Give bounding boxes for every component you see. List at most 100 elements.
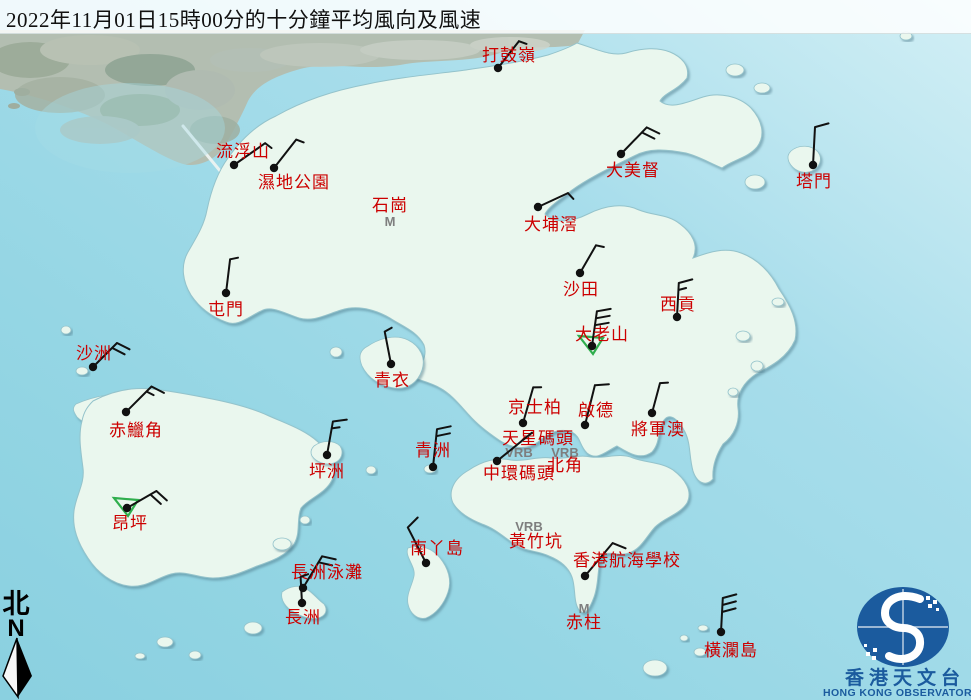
compass-north-chinese: 北 xyxy=(3,589,30,619)
station-dot xyxy=(421,558,431,568)
station-label-wong-chuk-hang: 黃竹坑 xyxy=(509,532,563,551)
station-dot xyxy=(322,450,332,460)
station-tai-po-kau: 大埔滘 xyxy=(524,192,577,234)
wind-barb xyxy=(620,126,661,155)
deep-bay-water xyxy=(35,83,225,173)
waglan-islet xyxy=(697,624,709,632)
station-label-tap-mun: 塔門 xyxy=(796,172,832,191)
station-dot xyxy=(269,163,279,173)
station-tsing-yi: 青衣 xyxy=(374,326,410,390)
deep-bay-islet xyxy=(14,88,30,96)
station-tates-cairn: 大老山 xyxy=(575,307,629,356)
station-dot xyxy=(647,408,657,418)
wind-barb xyxy=(496,431,533,462)
station-lamma-island: 南丫島 xyxy=(406,516,464,568)
station-sha-tin: 沙田 xyxy=(563,244,605,299)
ma-wan-island xyxy=(329,346,343,358)
station-label-wetland-park: 濕地公園 xyxy=(258,173,330,192)
hko-logo-dither xyxy=(864,596,939,660)
station-dot xyxy=(580,420,590,430)
station-stanley: M赤柱 xyxy=(566,601,601,632)
station-label-peng-chau: 坪洲 xyxy=(309,462,345,481)
station-waglan-island: 橫瀾島 xyxy=(704,593,758,660)
sha-chau-island xyxy=(75,366,89,376)
compass-north-letter: N xyxy=(7,615,24,642)
wind-barb xyxy=(126,490,168,509)
station-dot xyxy=(428,462,438,472)
shenzhen-bay-bridge xyxy=(181,124,223,174)
station-dot xyxy=(88,362,98,372)
wind-barb xyxy=(537,192,575,208)
station-indicator-wong-chuk-hang: VRB xyxy=(515,519,542,534)
station-dot xyxy=(122,503,132,513)
station-dot xyxy=(575,268,585,278)
station-dot xyxy=(533,202,543,212)
station-label-tsing-yi: 青衣 xyxy=(374,371,410,390)
wind-barb xyxy=(812,122,830,166)
station-hk-sea-school: 香港航海學校 xyxy=(573,542,681,581)
shenzhen-urban-area xyxy=(0,30,585,174)
title-bar: 2022年11月01日15時00分的十分鐘平均風向及風速 xyxy=(0,0,971,34)
station-label-kings-park: 京士柏 xyxy=(508,398,562,417)
station-label-sai-kung: 西貢 xyxy=(660,295,696,314)
station-indicator-stanley: M xyxy=(579,601,590,616)
islet xyxy=(693,647,707,657)
lantau-island xyxy=(73,388,335,587)
wind-barb xyxy=(125,385,165,413)
station-label-chek-lap-kok: 赤鱲角 xyxy=(109,421,163,440)
station-label-shek-kong: 石崗 xyxy=(372,196,408,215)
station-label-tuen-mun: 屯門 xyxy=(208,300,244,319)
station-peng-chau: 坪洲 xyxy=(309,418,348,481)
wind-barb xyxy=(651,381,669,414)
north-arrow-right xyxy=(17,638,32,697)
kau-yi-chau xyxy=(365,465,377,475)
station-label-north-point: 北角 xyxy=(547,456,583,475)
soko-islet xyxy=(188,650,202,660)
station-label-waglan-island: 橫瀾島 xyxy=(704,641,758,660)
shek-kwu-chau xyxy=(243,621,263,635)
station-label-ngong-ping: 昂坪 xyxy=(112,514,148,533)
station-shek-kong: M石崗 xyxy=(372,196,408,229)
wind-barb xyxy=(299,573,310,604)
station-indicator-shek-kong: M xyxy=(385,214,396,229)
station-label-tates-cairn: 大老山 xyxy=(575,325,629,344)
station-label-hk-sea-school: 香港航海學校 xyxy=(573,551,681,570)
station-label-tai-mei-tuk: 大美督 xyxy=(606,161,660,180)
station-label-tseung-kwan-o: 將軍澳 xyxy=(631,420,685,439)
islet xyxy=(771,297,785,307)
station-kai-tak: 啟德 xyxy=(578,383,613,430)
station-wetland-park: 濕地公園 xyxy=(258,138,330,192)
station-tseung-kwan-o: 將軍澳 xyxy=(631,381,685,439)
wind-barb xyxy=(522,386,543,424)
station-label-ta-kwu-ling: 打鼓嶺 xyxy=(482,46,536,65)
hko-logo-swirl xyxy=(880,592,925,663)
wind-barb xyxy=(225,256,239,294)
station-dot xyxy=(221,288,231,298)
station-label-lau-fau-shan: 流浮山 xyxy=(216,142,270,161)
islet xyxy=(753,82,771,94)
station-tap-mun: 塔門 xyxy=(796,122,832,191)
station-lau-fau-shan: 流浮山 xyxy=(216,142,273,170)
wind-barb xyxy=(233,142,273,166)
station-ta-kwu-ling: 打鼓嶺 xyxy=(482,40,536,73)
terrain xyxy=(60,31,913,677)
station-label-lamma-island: 南丫島 xyxy=(410,539,464,558)
station-tuen-mun: 屯門 xyxy=(208,256,244,319)
wind-barb xyxy=(497,40,528,69)
islet xyxy=(725,63,745,77)
station-dot xyxy=(229,160,239,170)
hong-kong-island xyxy=(450,455,690,613)
station-sai-kung: 西貢 xyxy=(660,278,696,322)
station-tai-mei-tuk: 大美督 xyxy=(606,126,661,180)
soko-islet xyxy=(134,652,146,660)
wind-barb xyxy=(584,542,627,577)
wind-barb xyxy=(676,278,694,318)
map-title: 2022年11月01日15時00分的十分鐘平均風向及風速 xyxy=(6,8,482,32)
station-dot xyxy=(808,160,818,170)
islet xyxy=(744,174,766,190)
station-kings-park: 京士柏 xyxy=(508,386,562,428)
